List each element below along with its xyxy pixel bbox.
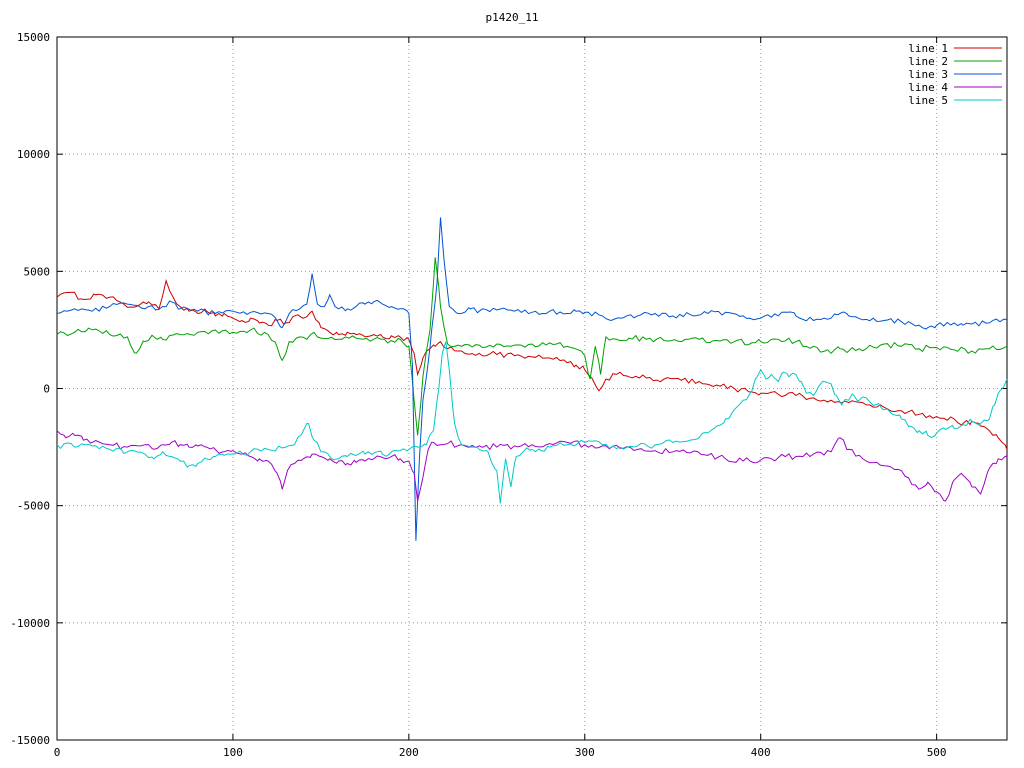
- xtick-label: 500: [927, 746, 947, 759]
- xtick-label: 400: [751, 746, 771, 759]
- legend-label: line 2: [908, 55, 948, 68]
- series-line-2: [56, 257, 1008, 436]
- series-line-5: [56, 341, 1008, 504]
- legend-label: line 1: [908, 42, 948, 55]
- plot-border: [56, 36, 1008, 741]
- xtick-label: 300: [575, 746, 595, 759]
- ytick-label: 10000: [17, 148, 50, 161]
- legend-label: line 3: [908, 68, 948, 81]
- xtick-label: 0: [54, 746, 61, 759]
- series-line-3: [56, 217, 1008, 541]
- series-line-4: [56, 430, 1008, 502]
- ytick-label: 5000: [24, 265, 51, 278]
- xtick-label: 200: [399, 746, 419, 759]
- ytick-label: -5000: [17, 500, 50, 513]
- xtick-label: 100: [223, 746, 243, 759]
- chart-title: p1420_11: [485, 11, 539, 24]
- ytick-label: 0: [43, 383, 50, 396]
- ytick-label: -15000: [10, 734, 50, 747]
- legend-label: line 5: [908, 94, 948, 107]
- ytick-label: -10000: [10, 617, 50, 630]
- series-line-1: [56, 278, 1008, 450]
- legend-label: line 4: [908, 81, 948, 94]
- ytick-label: 15000: [17, 31, 50, 44]
